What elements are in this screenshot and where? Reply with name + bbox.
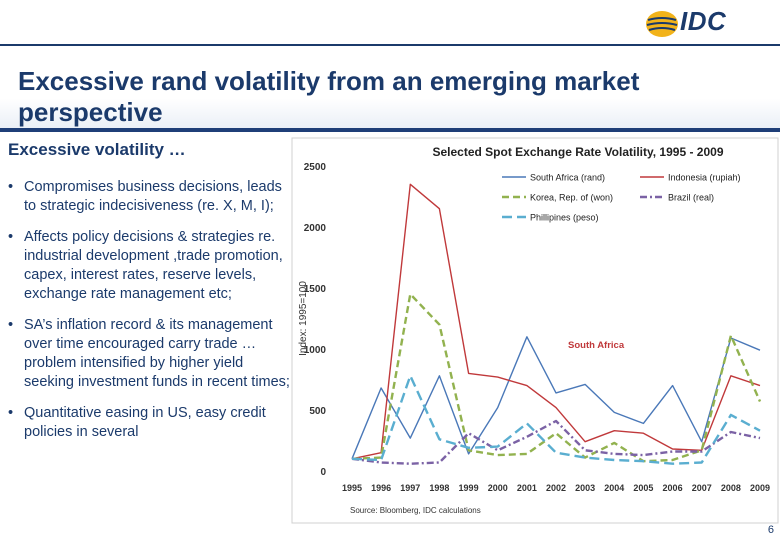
title-rule: [0, 128, 780, 132]
chart-annotation: South Africa: [568, 340, 625, 351]
bullet-item: • Affects policy decisions & strategies r…: [8, 228, 290, 304]
x-tick-label: 2006: [663, 483, 683, 493]
x-tick-label: 2003: [575, 483, 595, 493]
y-tick-label: 2000: [304, 223, 327, 234]
x-tick-label: 1996: [371, 483, 391, 493]
logo-text: IDC: [680, 6, 727, 36]
legend-label: Brazil (real): [668, 193, 714, 203]
volatility-chart: Selected Spot Exchange Rate Volatility, …: [291, 137, 779, 524]
series-line-2: [351, 292, 762, 463]
x-tick-label: 1995: [342, 483, 362, 493]
y-axis-label: Index: 1995=100: [298, 281, 309, 356]
legend-label: South Africa (rand): [530, 173, 605, 183]
y-tick-label: 0: [320, 467, 326, 478]
x-tick-label: 2002: [546, 483, 566, 493]
bullet-dot: •: [8, 405, 14, 421]
subheading: Excessive volatility …: [8, 140, 186, 159]
x-tick-label: 2009: [750, 483, 770, 493]
x-tick-label: 1997: [400, 483, 420, 493]
x-tick-label: 2004: [604, 483, 624, 493]
y-tick-label: 1500: [304, 284, 327, 295]
y-tick-label: 500: [309, 406, 326, 417]
globe-icon: [646, 11, 678, 37]
legend-label: Indonesia (rupiah): [668, 173, 741, 183]
bullet-dot: •: [8, 229, 14, 245]
series-line-3: [351, 419, 761, 465]
bullet-text: Quantitative easing in US, easy credit p…: [24, 405, 266, 440]
bullet-list: • Compromises business decisions, leads t…: [8, 178, 290, 454]
x-tick-label: 2008: [721, 483, 741, 493]
header-rule: [0, 44, 780, 46]
bullet-text: Affects policy decisions & strategies re…: [24, 229, 283, 302]
chart-source: Source: Bloomberg, IDC calculations: [350, 506, 481, 515]
bullet-dot: •: [8, 317, 14, 333]
page-number: 6: [767, 524, 774, 536]
bullet-item: • Quantitative easing in US, easy credit …: [8, 404, 290, 442]
x-tick-label: 1998: [429, 483, 449, 493]
slide-title: Excessive rand volatility from an emergi…: [18, 66, 640, 127]
x-tick-label: 2007: [692, 483, 712, 493]
y-tick-label: 2500: [304, 162, 327, 173]
series-line-0: [351, 336, 761, 460]
bullet-text: SA’s inflation record & its management o…: [24, 317, 290, 390]
left-panel: Excessive volatility … • Compromises busi…: [8, 140, 290, 540]
bullet-dot: •: [8, 179, 14, 195]
x-tick-label: 2000: [488, 483, 508, 493]
idc-logo: [646, 11, 678, 37]
x-tick-label: 2001: [517, 483, 537, 493]
bullet-item: • Compromises business decisions, leads t…: [8, 178, 290, 216]
legend-label: Korea, Rep. of (won): [530, 193, 613, 203]
series-line-1: [351, 183, 761, 460]
series-line-4: [351, 374, 761, 465]
title-band: [0, 48, 780, 132]
x-tick-label: 1999: [459, 483, 479, 493]
bullet-item: • SA’s inflation record & its management …: [8, 316, 290, 392]
y-tick-label: 1000: [304, 345, 327, 356]
legend-label: Phillipines (peso): [530, 213, 599, 223]
bullet-text: Compromises business decisions, leads to…: [24, 179, 282, 214]
x-tick-label: 2005: [633, 483, 653, 493]
chart-title: Selected Spot Exchange Rate Volatility, …: [432, 145, 723, 159]
